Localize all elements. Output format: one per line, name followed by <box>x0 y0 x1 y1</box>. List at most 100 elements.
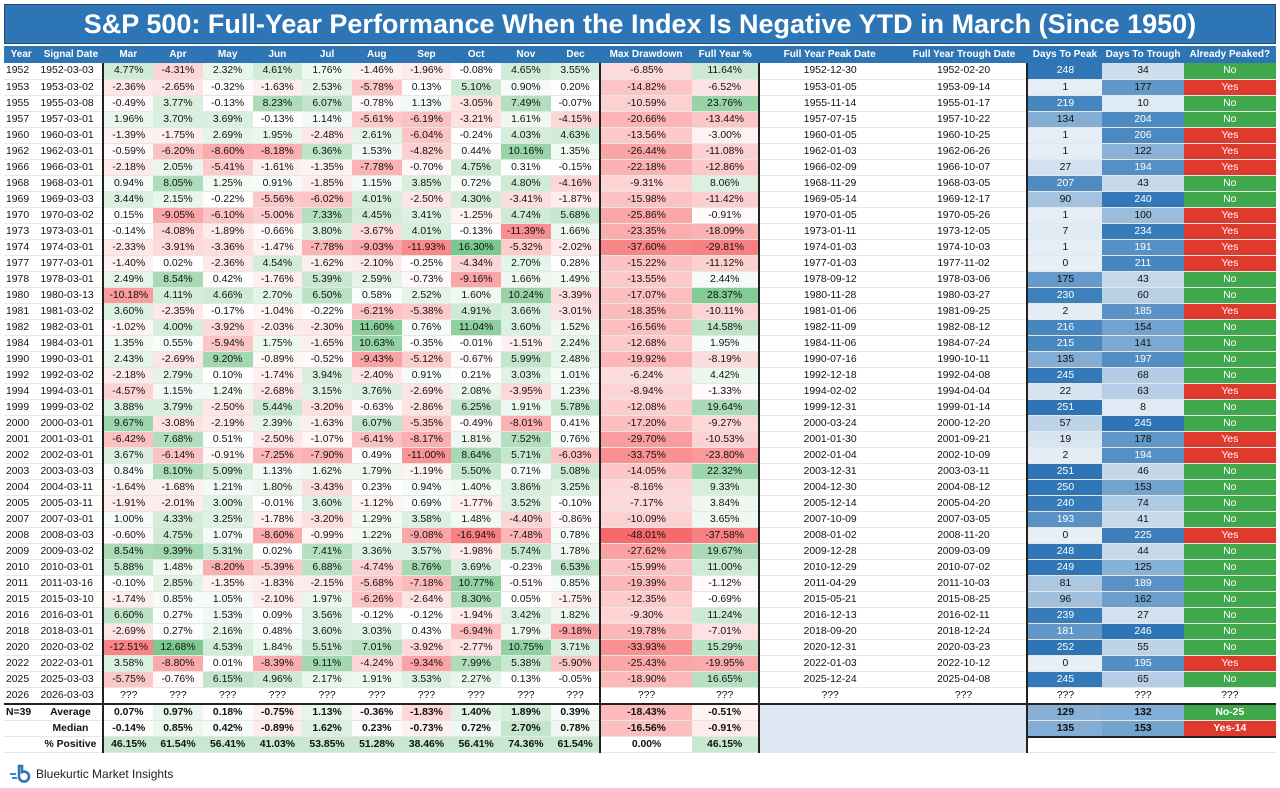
table-cell: -10.11% <box>691 303 760 320</box>
summary-blank <box>758 720 1029 737</box>
table-cell: 206 <box>1102 127 1184 144</box>
table-cell: 1992 <box>4 367 39 384</box>
summary-value: 61.54% <box>550 736 602 753</box>
table-cell: -0.10% <box>103 575 154 592</box>
table-cell: -1.46% <box>351 63 402 80</box>
table-cell: 2011-03-16 <box>38 575 105 592</box>
table-cell: 3.77% <box>153 95 203 112</box>
table-row: 2015 2015-03-10 -1.74% 0.85% 1.05% -2.10% 1.97… <box>4 591 1276 608</box>
table-cell: 1.01% <box>550 367 602 384</box>
table-cell: -3.67% <box>351 223 402 240</box>
table-cell: -9.08% <box>401 527 452 544</box>
table-cell: 0.41% <box>550 415 602 432</box>
table-cell: 1990 <box>4 351 39 368</box>
table-cell: 1953-09-14 <box>900 79 1029 96</box>
table-cell: No <box>1183 559 1276 576</box>
table-cell: 5.78% <box>550 399 602 416</box>
table-row: 1977 1977-03-01 -1.40% 0.02% -2.36% 4.54% -1.6… <box>4 255 1276 272</box>
table-cell: 1982-11-09 <box>758 319 901 336</box>
table-cell: 194 <box>1102 159 1184 176</box>
summary-blank <box>758 736 1029 753</box>
table-cell: 19.64% <box>691 399 760 416</box>
table-cell: 1982-03-01 <box>38 319 105 336</box>
table-cell: 4.42% <box>691 367 760 384</box>
table-cell: 3.03% <box>351 623 402 640</box>
table-cell: 4.80% <box>501 175 551 192</box>
table-row: 1952 1952-03-03 4.77% -4.31% 2.32% 4.61% 1.76%… <box>4 63 1276 80</box>
table-cell: -6.19% <box>401 111 452 128</box>
table-cell: 2005-12-14 <box>758 495 901 512</box>
page-title: S&P 500: Full-Year Performance When the … <box>4 4 1276 44</box>
table-cell: -0.22% <box>302 303 352 320</box>
table-cell: Yes <box>1183 207 1276 224</box>
column-header: Year <box>4 46 39 63</box>
table-cell: 2010-12-29 <box>758 559 901 576</box>
table-cell: 0.02% <box>252 543 303 560</box>
table-cell: 234 <box>1102 223 1184 240</box>
table-cell: -11.93% <box>401 239 452 256</box>
table-cell: 1980-03-27 <box>900 287 1029 304</box>
table-cell: -0.13% <box>252 111 303 128</box>
table-cell: 1.79% <box>501 623 551 640</box>
table-cell: 1962-03-01 <box>38 143 105 160</box>
table-cell: 10.16% <box>501 143 551 160</box>
table-cell: 7.01% <box>351 639 402 656</box>
table-cell: -1.85% <box>302 175 352 192</box>
summary-row-average: N=39 Average 0.07% 0.97% 0.18% -0.75% 1.13% -0.… <box>4 703 1276 721</box>
table-cell: 0.51% <box>202 431 253 448</box>
summary-value: 53.85% <box>302 736 352 753</box>
table-cell: -0.12% <box>351 607 402 624</box>
table-cell: 7.68% <box>153 431 203 448</box>
table-cell: 1952 <box>4 63 39 80</box>
table-cell: 2016-03-01 <box>38 607 105 624</box>
table-cell: 1.22% <box>351 527 402 544</box>
table-cell: 154 <box>1102 319 1184 336</box>
brand-footer: Bluekurtic Market Insights <box>10 764 173 784</box>
table-cell: 2011-10-03 <box>900 575 1029 592</box>
table-cell: 7 <box>1027 223 1103 240</box>
table-cell: -1.87% <box>550 191 602 208</box>
table-row: 2009 2009-03-02 8.54% 9.39% 5.31% 0.02% 7.41% 3… <box>4 543 1276 560</box>
table-cell: 1957-07-15 <box>758 111 901 128</box>
table-cell: 1.97% <box>302 591 352 608</box>
summary-blank <box>758 703 1029 721</box>
table-row: 1973 1973-03-01 -0.14% -4.08% -1.89% -0.66% 3.… <box>4 223 1276 240</box>
table-cell: Yes <box>1183 223 1276 240</box>
summary-peaked: Yes-14 <box>1183 720 1276 737</box>
table-cell: 250 <box>1027 479 1103 496</box>
table-row: 2004 2004-03-11 -1.64% -1.68% 1.21% 1.80% -3.4… <box>4 479 1276 496</box>
table-cell: 5.50% <box>451 463 502 480</box>
table-cell: 11.24% <box>691 607 760 624</box>
table-cell: -11.08% <box>691 143 760 160</box>
table-cell: -2.36% <box>202 255 253 272</box>
table-cell: 0.72% <box>451 175 502 192</box>
table-cell: 3.58% <box>401 511 452 528</box>
table-cell: No <box>1183 511 1276 528</box>
table-cell: 2003-03-11 <box>900 463 1029 480</box>
table-cell: 2004 <box>4 479 39 496</box>
table-cell: 1960-01-05 <box>758 127 901 144</box>
table-cell: -15.98% <box>600 191 692 208</box>
table-cell: 1955-01-17 <box>900 95 1029 112</box>
table-cell: Yes <box>1183 303 1276 320</box>
table-cell: -5.61% <box>351 111 402 128</box>
table-cell: -0.99% <box>302 527 352 544</box>
table-cell: 2.69% <box>202 127 253 144</box>
table-cell: Yes <box>1183 527 1276 544</box>
summary-value: 0.00% <box>600 736 692 753</box>
table-cell: 1.80% <box>252 479 303 496</box>
table-cell: ??? <box>401 687 452 704</box>
summary-empty <box>1027 735 1276 753</box>
table-cell: 2001 <box>4 431 39 448</box>
table-cell: -1.40% <box>103 255 154 272</box>
table-cell: 3.44% <box>103 191 154 208</box>
table-cell: No <box>1183 591 1276 608</box>
table-cell: No <box>1183 351 1276 368</box>
table-cell: 0 <box>1027 655 1103 672</box>
table-cell: 1.35% <box>550 143 602 160</box>
table-cell: 6.50% <box>302 287 352 304</box>
table-cell: -13.56% <box>600 127 692 144</box>
table-cell: -7.25% <box>252 447 303 464</box>
table-cell: -18.90% <box>600 671 692 688</box>
table-cell: ??? <box>1027 687 1103 704</box>
